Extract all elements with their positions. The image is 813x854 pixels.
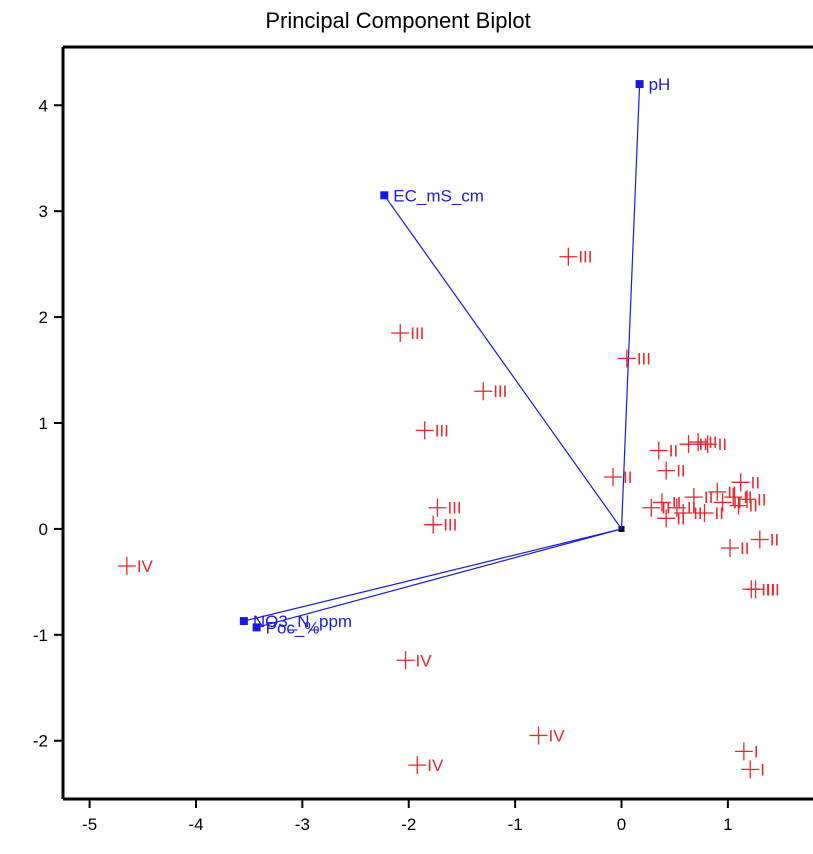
observation-point-5 <box>428 498 447 517</box>
loading-label: NO3_N_ppm <box>253 612 352 631</box>
observation-point-12 <box>734 742 753 761</box>
loading-endpoint-0 <box>635 80 644 89</box>
observation-label: II <box>733 493 742 512</box>
observation-label: II <box>708 433 717 452</box>
y-tick-label: 0 <box>39 520 48 539</box>
observation-point-22 <box>684 488 703 507</box>
observation-point-29 <box>695 504 714 523</box>
observation-label: II <box>623 468 632 487</box>
observation-label: III <box>410 324 424 343</box>
loading-vector-1 <box>383 194 622 530</box>
observation-label: III <box>766 580 780 599</box>
observation-label: II <box>676 509 685 528</box>
observation-label: III <box>493 382 507 401</box>
observation-point-20 <box>652 493 671 512</box>
observation-point-13 <box>741 760 760 779</box>
y-tick-label: -1 <box>33 626 48 645</box>
observation-point-3 <box>474 382 493 401</box>
loading-label: Poc_% <box>266 618 320 637</box>
observation-point-28 <box>674 504 693 523</box>
observation-label: II <box>687 499 696 518</box>
observation-label: IV <box>416 651 433 670</box>
observation-point-24 <box>724 488 743 507</box>
x-tick-label: -5 <box>82 815 97 834</box>
x-tick-label: -4 <box>188 815 203 834</box>
observation-label: III <box>447 499 461 518</box>
observation-point-0 <box>559 247 578 266</box>
y-axis-ticks: -2 -1 0 1 2 3 4 <box>33 96 63 751</box>
observation-point-27 <box>657 509 676 528</box>
loading-label: pH <box>649 75 671 94</box>
observation-label: II <box>704 488 713 507</box>
loading-vector-2 <box>243 528 622 622</box>
observation-point-1 <box>391 323 410 342</box>
observation-point-6 <box>424 515 443 534</box>
y-tick-label: 4 <box>39 96 48 115</box>
observation-label: I <box>754 742 759 761</box>
observation-point-17 <box>698 435 717 454</box>
observation-point-32 <box>721 538 740 557</box>
observation-label: II <box>714 504 723 523</box>
loading-endpoint-2 <box>239 617 248 626</box>
observation-point-31 <box>729 496 748 515</box>
observation-point-18 <box>657 461 676 480</box>
y-tick-label: 1 <box>39 414 48 433</box>
observation-point-15 <box>679 435 698 454</box>
observation-label: III <box>435 421 449 440</box>
observation-point-14 <box>649 441 668 460</box>
x-tick-label: -3 <box>295 815 310 834</box>
observation-label: II <box>727 483 736 502</box>
observation-point-16 <box>689 433 708 452</box>
observation-label: III <box>637 349 651 368</box>
loading-endpoint-3 <box>252 623 261 632</box>
observation-point-9 <box>396 651 415 670</box>
observation-point-11 <box>408 756 427 775</box>
observation-label: II <box>718 435 727 454</box>
x-tick-label: 0 <box>617 815 626 834</box>
observation-label: IV <box>549 726 566 745</box>
observation-point-30 <box>713 493 732 512</box>
observation-point-2 <box>617 349 636 368</box>
observation-label: II <box>661 499 670 518</box>
observation-point-8 <box>117 556 136 575</box>
observation-label: II <box>676 462 685 481</box>
observation-label: II <box>770 531 779 550</box>
observation-point-19 <box>731 473 750 492</box>
y-tick-label: 3 <box>39 202 48 221</box>
x-tick-label: 1 <box>723 815 732 834</box>
observation-point-23 <box>708 482 727 501</box>
observation-label: II <box>743 488 752 507</box>
observation-label: I <box>760 760 765 779</box>
observation-point-4 <box>415 421 434 440</box>
observation-label: III <box>761 580 775 599</box>
loading-vector-3 <box>256 528 622 628</box>
observation-point-35 <box>746 580 765 599</box>
y-tick-label: 2 <box>39 308 48 327</box>
observation-label: IV <box>137 557 154 576</box>
observation-label: II <box>751 473 760 492</box>
observation-point-33 <box>750 530 769 549</box>
x-axis-ticks: -5 -4 -3 -2 -1 0 1 <box>82 799 733 834</box>
observation-label: II <box>757 490 766 509</box>
y-tick-label: -2 <box>33 732 48 751</box>
loading-vector-0 <box>620 84 641 529</box>
chart-title: Principal Component Biplot <box>265 8 530 33</box>
observation-label: II <box>669 442 678 461</box>
observation-point-10 <box>529 726 548 745</box>
observation-label: III <box>578 248 592 267</box>
loading-label: EC_mS_cm <box>393 186 484 205</box>
x-tick-label: -1 <box>508 815 523 834</box>
loading-endpoint-1 <box>380 191 389 200</box>
observation-label: II <box>749 497 758 516</box>
observation-label: II <box>740 539 749 558</box>
observation-point-7 <box>604 468 622 487</box>
observation-label: III <box>443 516 457 535</box>
observation-point-26 <box>642 498 661 517</box>
x-tick-label: -2 <box>401 815 416 834</box>
observation-label: IV <box>427 756 444 775</box>
